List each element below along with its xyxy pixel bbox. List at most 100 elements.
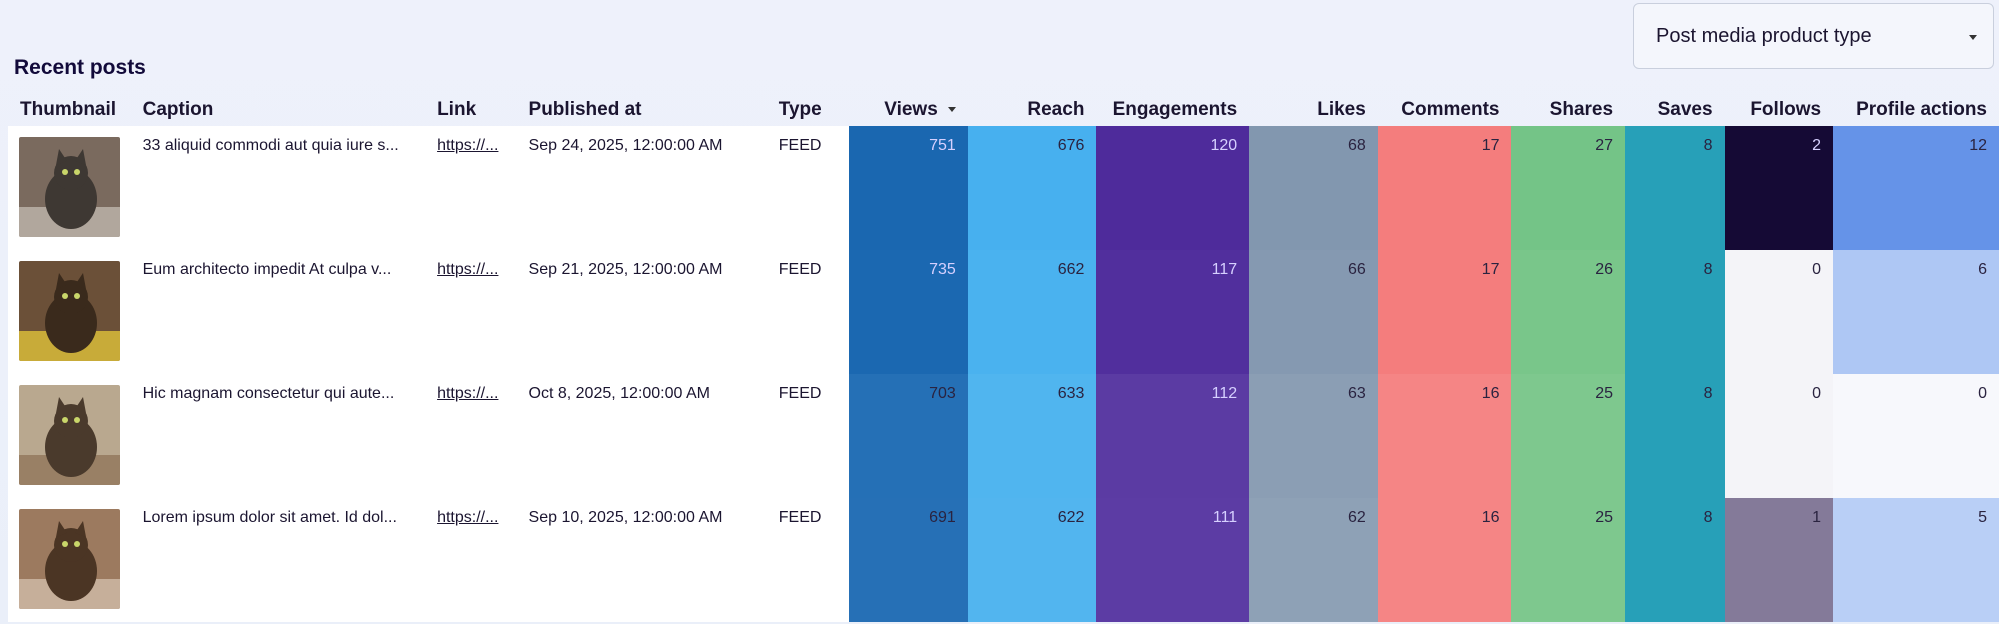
comments-cell: 16 [1377,498,1512,622]
table-header-row: Thumbnail Caption Link Published at Type… [8,94,1999,126]
link-cell[interactable]: https://... [425,250,517,374]
follows-cell: 1 [1724,498,1834,622]
thumbnail-cell [8,126,131,250]
table-row[interactable]: Lorem ipsum dolor sit amet. Id dol... htt… [8,498,1999,622]
col-header-reach[interactable]: Reach [1027,99,1085,120]
post-thumbnail-image[interactable] [19,261,120,361]
caption-cell-text: 33 aliquid commodi aut quia iure s... [142,137,399,154]
published-at-cell-text: Sep 10, 2025, 12:00:00 AM [528,509,723,526]
chevron-down-icon [1969,35,1977,40]
reach-cell: 622 [967,498,1097,622]
type-cell: FEED [766,250,850,374]
table-row[interactable]: Hic magnam consectetur qui aute... https:… [8,374,1999,498]
reach-cell: 662 [967,250,1097,374]
likes-cell: 62 [1249,498,1378,622]
profile-actions-cell: 0 [1833,374,1999,498]
saves-cell: 8 [1625,498,1725,622]
col-header-views[interactable]: Views [849,94,968,126]
col-header-shares[interactable]: Shares [1549,99,1614,120]
caption-cell: Lorem ipsum dolor sit amet. Id dol... [130,498,426,622]
views-cell: 703 [849,374,968,498]
thumbnail-cell [8,374,131,498]
col-header-thumbnail[interactable]: Thumbnail [20,99,117,120]
comments-cell: 16 [1377,374,1512,498]
likes-cell: 66 [1249,250,1378,374]
shares-cell: 25 [1511,498,1626,622]
published-at-cell-text: Sep 24, 2025, 12:00:00 AM [528,137,723,154]
caption-cell: 33 aliquid commodi aut quia iure s... [130,126,426,250]
sort-desc-icon[interactable] [947,107,956,113]
dropdown-label: Post media product type [1656,24,1872,47]
col-header-caption[interactable]: Caption [142,99,214,120]
comments-cell: 17 [1377,250,1512,374]
col-header-engagements[interactable]: Engagements [1112,99,1238,120]
col-header-link[interactable]: Link [437,99,477,120]
follows-cell: 2 [1724,126,1834,250]
published-at-cell: Sep 24, 2025, 12:00:00 AM [516,126,767,250]
link-cell[interactable]: https://... [425,498,517,622]
type-cell-text: FEED [778,509,822,526]
link-cell[interactable]: https://... [425,126,517,250]
post-link[interactable]: https://... [437,385,499,402]
published-at-cell-text: Sep 21, 2025, 12:00:00 AM [528,261,723,278]
follows-cell: 0 [1724,250,1834,374]
reach-cell: 633 [967,374,1097,498]
shares-cell: 26 [1511,250,1626,374]
post-thumbnail-image[interactable] [19,385,120,485]
saves-cell: 8 [1625,250,1725,374]
engagements-cell: 120 [1096,126,1250,250]
engagements-cell: 112 [1096,374,1250,498]
type-cell-text: FEED [778,261,822,278]
saves-cell: 8 [1625,374,1725,498]
col-header-comments[interactable]: Comments [1401,99,1500,120]
engagements-cell: 111 [1096,498,1250,622]
link-cell[interactable]: https://... [425,374,517,498]
saves-cell: 8 [1625,126,1725,250]
post-link[interactable]: https://... [437,137,499,154]
thumbnail-cell [8,250,131,374]
likes-cell: 68 [1249,126,1378,250]
views-cell: 751 [849,126,968,250]
engagements-cell: 117 [1096,250,1250,374]
views-cell: 735 [849,250,968,374]
published-at-cell: Oct 8, 2025, 12:00:00 AM [516,374,767,498]
type-cell: FEED [766,374,850,498]
post-link[interactable]: https://... [437,509,499,526]
recent-posts-table: Thumbnail Caption Link Published at Type… [8,94,1999,622]
table-row[interactable]: 33 aliquid commodi aut quia iure s... htt… [8,126,1999,250]
post-link[interactable]: https://... [437,261,499,278]
follows-cell: 0 [1724,374,1834,498]
type-cell-text: FEED [778,385,822,402]
type-cell: FEED [766,498,850,622]
post-thumbnail-image[interactable] [19,509,120,609]
col-header-saves[interactable]: Saves [1657,99,1713,120]
col-header-type[interactable]: Type [778,99,822,120]
published-at-cell: Sep 21, 2025, 12:00:00 AM [516,250,767,374]
post-thumbnail-image[interactable] [19,137,120,237]
table-row[interactable]: Eum architecto impedit At culpa v... http… [8,250,1999,374]
caption-cell-text: Hic magnam consectetur qui aute... [142,385,395,402]
col-header-profile-actions[interactable]: Profile actions [1856,99,1987,120]
caption-cell-text: Lorem ipsum dolor sit amet. Id dol... [142,509,397,526]
type-cell-text: FEED [778,137,822,154]
profile-actions-cell: 5 [1833,498,1999,622]
comments-cell: 17 [1377,126,1512,250]
shares-cell: 25 [1511,374,1626,498]
caption-cell: Hic magnam consectetur qui aute... [130,374,426,498]
published-at-cell: Sep 10, 2025, 12:00:00 AM [516,498,767,622]
col-header-follows[interactable]: Follows [1750,99,1822,120]
caption-cell-text: Eum architecto impedit At culpa v... [142,261,392,278]
likes-cell: 63 [1249,374,1378,498]
col-header-published-at[interactable]: Published at [528,99,642,120]
profile-actions-cell: 12 [1833,126,1999,250]
type-cell: FEED [766,126,850,250]
reach-cell: 676 [967,126,1097,250]
page-title: Recent posts [14,56,146,79]
published-at-cell-text: Oct 8, 2025, 12:00:00 AM [528,385,710,402]
views-cell: 691 [849,498,968,622]
profile-actions-cell: 6 [1833,250,1999,374]
post-media-product-type-dropdown[interactable]: Post media product type [1633,3,1994,69]
col-header-likes[interactable]: Likes [1317,99,1366,120]
shares-cell: 27 [1511,126,1626,250]
col-header-views-label: Views [884,99,938,120]
